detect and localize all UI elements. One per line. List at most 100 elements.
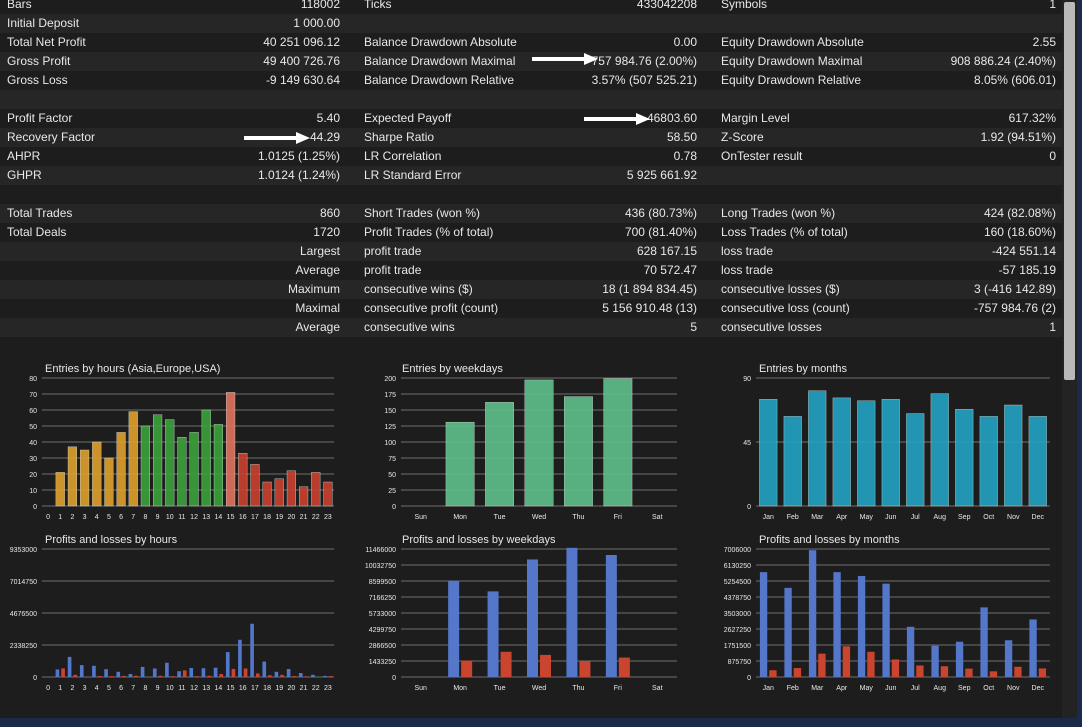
report-row: Total Trades 860 Short Trades (won %) 436 (… [0, 204, 1062, 223]
profit-bar [323, 675, 327, 677]
x-tick-label: Dec [1032, 685, 1045, 692]
x-tick-label: 21 [300, 514, 308, 521]
profit-bar [605, 554, 617, 677]
loss-bar [97, 676, 102, 677]
profit-bar [177, 671, 181, 677]
x-tick-label: Oct [983, 514, 994, 521]
x-tick-label: 10 [166, 514, 174, 521]
report-row: GHPR 1.0124 (1.24%) LR Standard Error 5 925… [0, 166, 1062, 185]
loss-bar [61, 668, 65, 677]
x-tick-label: 16 [239, 685, 247, 692]
vertical-scrollbar[interactable] [1062, 0, 1077, 718]
loss-bar [579, 661, 591, 677]
x-tick-label: Nov [1007, 685, 1020, 692]
loss-bar [134, 675, 138, 677]
report-row: Average consecutive wins 5 consecutive loss… [0, 318, 1062, 337]
row-label: AHPR [7, 149, 41, 163]
y-tick-label: 4676500 [10, 611, 37, 618]
x-tick-label: Jan [763, 514, 774, 521]
report-row: Bars 118002 Ticks 433042208 Symbols 1 [0, 0, 1062, 14]
report-row: Gross Profit 49 400 726.76 Balance Drawdow… [0, 52, 1062, 71]
x-tick-label: 8 [143, 514, 147, 521]
y-tick-label: 1751500 [724, 643, 751, 650]
loss-bar [122, 675, 126, 677]
profit-bar [128, 673, 133, 677]
row-label: LR Correlation [364, 149, 442, 163]
bar [1028, 416, 1047, 507]
loss-bar [255, 673, 260, 677]
profit-bar [906, 626, 915, 677]
chart-title: Entries by hours (Asia,Europe,USA) [45, 363, 220, 375]
row-value: Average [295, 320, 340, 334]
x-tick-label: 22 [312, 514, 320, 521]
bar [177, 436, 187, 507]
x-tick-label: Sat [652, 685, 663, 692]
loss-bar [500, 651, 512, 677]
loss-bar [540, 654, 551, 677]
row-value: 1 [1049, 320, 1056, 334]
y-tick-label: 40 [29, 440, 37, 447]
report-panel: Bars 118002 Ticks 433042208 Symbols 1 Initial … [0, 0, 1062, 718]
row-label: Expected Payoff [364, 111, 452, 125]
y-tick-label: 20 [29, 472, 37, 479]
bar [189, 432, 199, 507]
x-tick-label: 18 [263, 685, 271, 692]
row-label: Margin Level [721, 111, 790, 125]
row-value: -57 185.19 [998, 263, 1056, 277]
profit-bar [808, 550, 817, 677]
loss-bar [1014, 666, 1022, 677]
y-tick-label: 0 [392, 504, 396, 511]
row-label: profit trade [364, 263, 422, 277]
profit-bar [955, 641, 964, 677]
bar [955, 409, 974, 507]
y-tick-label: 5254500 [724, 579, 751, 586]
row-label: Symbols [721, 0, 768, 11]
row-value: 860 [319, 206, 340, 220]
row-label: profit trade [364, 244, 422, 258]
x-tick-label: Mar [811, 514, 824, 521]
entries-by-weekdays-chart: Entries by weekdays 0 25 50 75 100 125 150 175 20… [384, 363, 677, 521]
profit-bar [92, 665, 96, 677]
profit-bar [213, 667, 218, 677]
row-value: 3 (-416 142.89) [973, 282, 1056, 296]
x-tick-label: 20 [288, 685, 296, 692]
x-tick-label: Thu [572, 514, 584, 521]
y-tick-label: 25 [388, 488, 396, 495]
x-tick-label: 4 [95, 685, 99, 692]
annotation-arrow [532, 53, 598, 65]
loss-bar [989, 671, 998, 677]
bar [213, 424, 223, 507]
y-tick-label: 4378750 [724, 595, 751, 602]
row-value: 8.05% (606.01) [973, 73, 1056, 87]
bar [153, 414, 163, 507]
row-value: 436 (80.73%) [624, 206, 697, 220]
bar [286, 470, 296, 507]
loss-bar [170, 676, 175, 677]
x-tick-label: Apr [836, 685, 848, 692]
profit-bar [79, 665, 84, 677]
y-tick-label: 150 [384, 408, 396, 415]
x-tick-label: Nov [1007, 514, 1020, 521]
chart-title: Profits and losses by months [759, 534, 900, 546]
row-value: 0.78 [673, 149, 697, 163]
row-label: Total Trades [7, 206, 73, 220]
x-tick-label: 20 [288, 514, 296, 521]
x-tick-label: Mon [453, 685, 467, 692]
y-tick-label: 200 [384, 376, 396, 383]
row-label: Ticks [364, 0, 392, 11]
profit-bar [165, 662, 169, 677]
y-tick-label: 3503000 [724, 611, 751, 618]
x-tick-label: Thu [572, 685, 584, 692]
row-value: 1.0125 (1.25%) [257, 149, 340, 163]
y-tick-label: 4299750 [369, 627, 396, 634]
x-tick-label: Tue [494, 514, 506, 521]
row-value: Average [295, 263, 340, 277]
scrollbar-thumb[interactable] [1064, 2, 1075, 380]
row-value: 1.0124 (1.24%) [257, 168, 340, 182]
profit-bar [1029, 619, 1037, 677]
row-label: Total Deals [7, 225, 67, 239]
row-value: 118002 [300, 0, 340, 11]
report-row: Recovery Factor 44.29 Sharpe Ratio 58.50 Z-S… [0, 128, 1062, 147]
report-row: Initial Deposit 1 000.00 [0, 14, 1062, 33]
x-tick-label: Feb [787, 514, 799, 521]
